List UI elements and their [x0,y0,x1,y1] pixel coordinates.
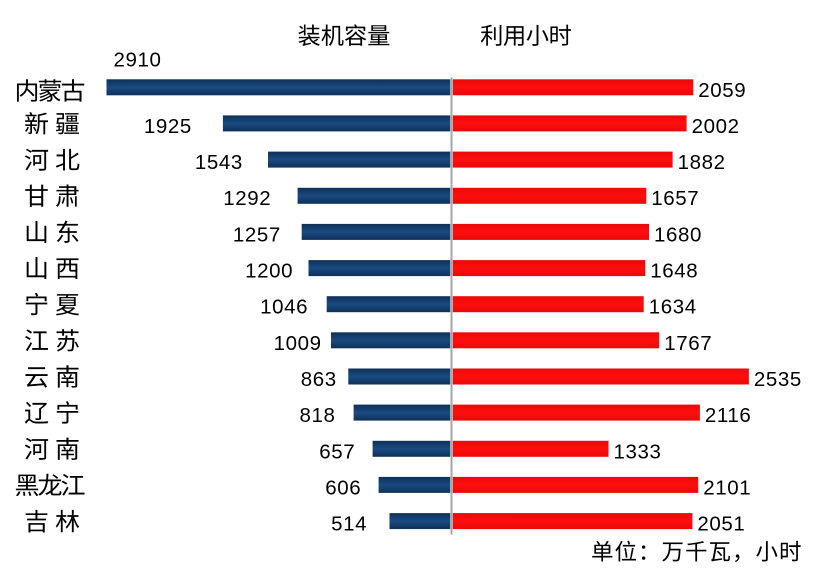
svg-text:1257: 1257 [233,223,281,246]
svg-text:1882: 1882 [678,151,726,174]
svg-text:606: 606 [325,476,361,499]
svg-text:1925: 1925 [144,115,192,138]
svg-text:863: 863 [301,368,337,391]
svg-text:2002: 2002 [692,115,740,138]
svg-text:2535: 2535 [754,368,802,391]
svg-text:2059: 2059 [698,79,746,102]
svg-text:2101: 2101 [703,476,751,499]
svg-text:1767: 1767 [664,332,712,355]
svg-text:1657: 1657 [651,187,699,210]
svg-text:1046: 1046 [260,296,308,319]
svg-text:657: 657 [319,440,355,463]
svg-text:2116: 2116 [705,404,751,427]
svg-text:514: 514 [331,513,367,536]
svg-text:1292: 1292 [223,187,271,210]
svg-text:1200: 1200 [245,260,293,283]
svg-text:1009: 1009 [274,332,322,355]
svg-text:1680: 1680 [654,223,702,246]
svg-text:1634: 1634 [649,296,697,319]
svg-text:2910: 2910 [114,48,162,71]
svg-text:818: 818 [299,404,335,427]
svg-text:1648: 1648 [650,260,698,283]
svg-text:1543: 1543 [195,151,243,174]
svg-text:1333: 1333 [614,440,662,463]
svg-text:2051: 2051 [697,513,745,536]
